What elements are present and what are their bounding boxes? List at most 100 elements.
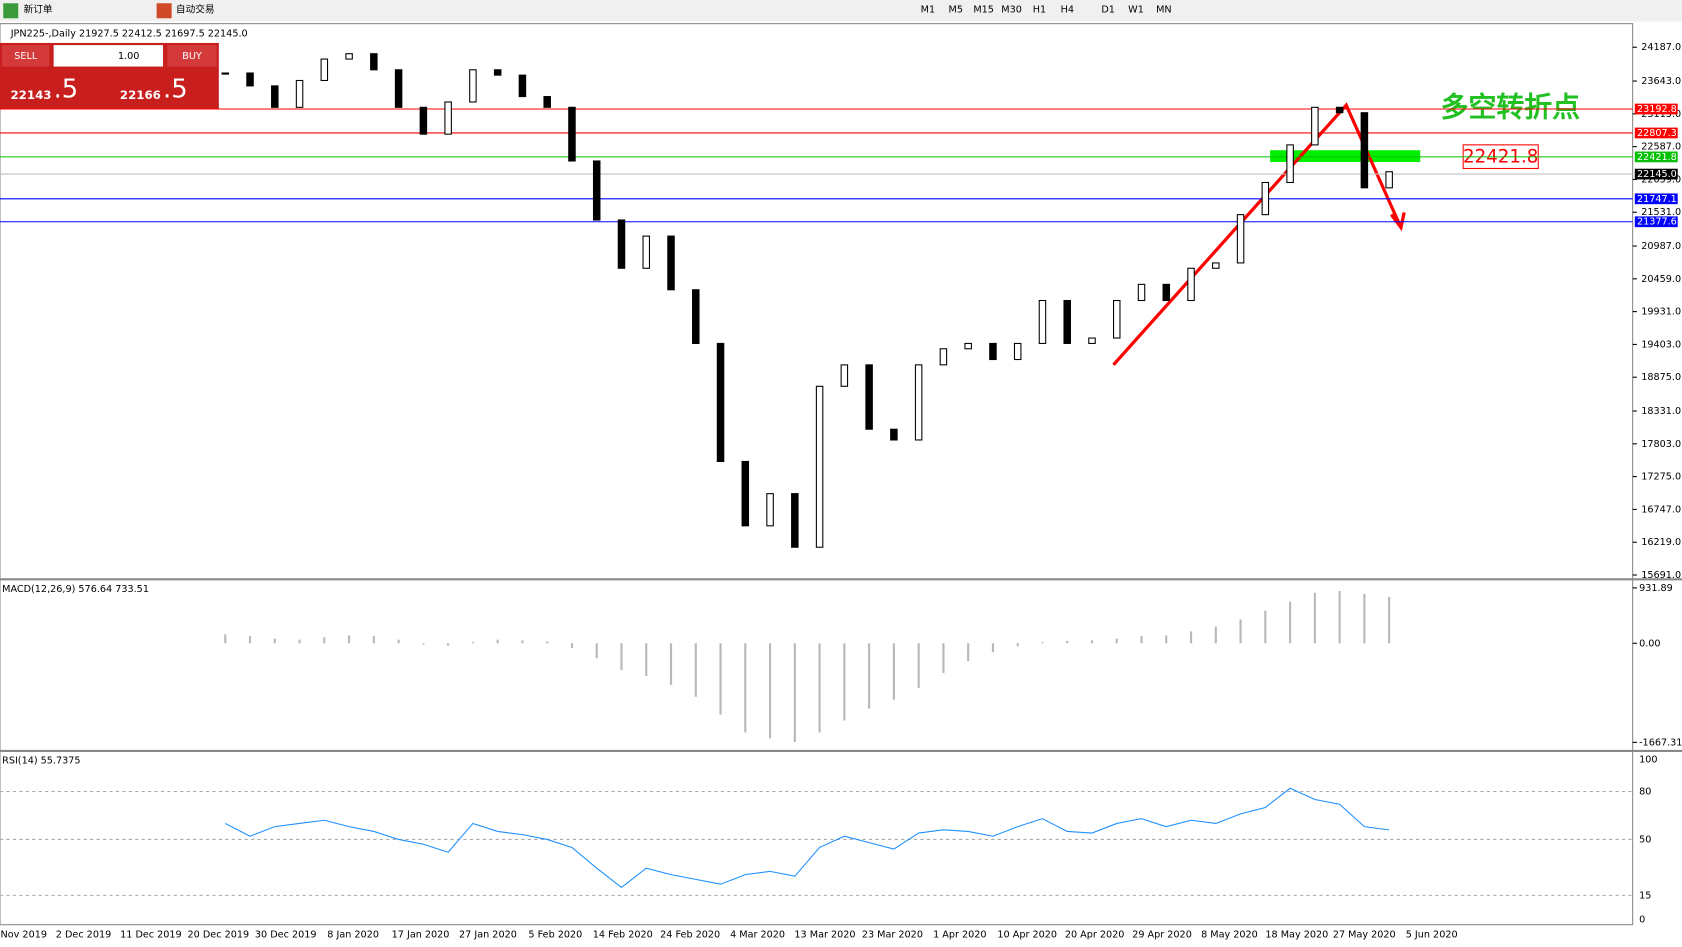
macd-bar [917,643,920,688]
timeframe[interactable]: H4 [1061,5,1074,16]
level-label: 21377.6 [1637,217,1677,228]
macd-bar [669,643,673,685]
y-tick-label: 18331.0 [1641,406,1681,417]
buy-price-fraction[interactable]: .5 [163,75,188,105]
macd-bar [719,643,722,715]
y-tick-label: 24187.0 [1641,42,1681,53]
sell-price[interactable]: 22143 [10,88,51,102]
candle [493,69,502,76]
candle [964,342,972,350]
candle [370,53,378,71]
x-tick-label: 23 Mar 2020 [862,929,923,940]
timeframe[interactable]: W1 [1128,5,1144,16]
x-tick-label: 10 Apr 2020 [997,929,1057,940]
sell-price-fraction[interactable]: .5 [54,75,79,105]
macd-bar [1189,631,1193,644]
arrow-head [1390,212,1406,232]
buy-label[interactable]: BUY [182,51,202,62]
macd-bar [1041,642,1044,644]
macd-tick-label: 931.89 [1639,583,1673,594]
candle [667,235,675,291]
y-tick-label: 18875.0 [1641,372,1681,383]
y-tick-label: 19931.0 [1641,307,1681,318]
timeframe[interactable]: M1 [921,5,935,16]
buy-button[interactable] [167,45,217,67]
timeframe[interactable]: M30 [1001,5,1022,16]
macd-bar [323,637,326,644]
candle [692,289,700,344]
macd-bar [1264,610,1267,644]
toolbar [0,0,1682,22]
candle [1013,342,1022,361]
candle [1137,283,1146,302]
macd-bar [273,638,276,644]
buy-price[interactable]: 22166 [120,88,161,102]
timeframe[interactable]: M15 [973,5,994,16]
macd-bar [372,636,375,644]
macd-bar [570,643,574,649]
new-order[interactable]: 新订单 [24,4,53,16]
level-box [1634,216,1678,228]
candle [939,348,948,366]
macd-bar [496,639,499,644]
candle [1335,106,1344,114]
auto-trade[interactable]: 自动交易 [176,4,215,16]
macd-bar [1016,643,1019,647]
macd-bar [1115,638,1118,644]
macd-bar [1090,640,1094,644]
level-box [1634,127,1678,139]
rsi-tick-label: 100 [1639,755,1657,766]
x-tick-label: 8 May 2020 [1201,929,1258,940]
macd-bar [818,643,821,733]
candle [791,493,799,548]
macd-bar [868,643,871,709]
macd-bar [645,643,648,676]
macd-bar [620,643,623,671]
macd-bar [942,643,945,673]
sell-button[interactable] [2,45,50,67]
y-tick-label: 22587.0 [1641,142,1681,153]
x-tick-label: 2 Dec 2019 [56,929,111,940]
macd-bar [1289,601,1292,644]
macd-tick-label: 0.00 [1639,638,1660,649]
timeframe[interactable]: D1 [1101,5,1115,16]
x-tick-label: 27 Jan 2020 [459,929,517,940]
x-tick-label: 8 Jan 2020 [327,929,379,940]
lot-value[interactable]: 1.00 [118,51,139,62]
macd-bar [348,635,351,644]
auto-trade-icon[interactable] [156,3,172,19]
y-tick-label: 16219.0 [1641,537,1681,548]
timeframe[interactable]: M5 [949,5,963,16]
candle [1162,283,1171,302]
macd-bar [1140,636,1143,644]
new-order-icon[interactable] [3,3,19,19]
candle [1311,106,1319,146]
lot-input[interactable] [53,45,164,67]
candle [345,53,353,60]
y-tick-label: 20987.0 [1641,241,1681,252]
macd-bar [694,643,697,697]
candle [1212,262,1220,269]
timeframe[interactable]: H1 [1033,5,1046,16]
x-tick-label: 17 Jan 2020 [392,929,450,940]
candle [914,364,923,441]
macd-bar [991,643,995,653]
x-tick-label: 27 May 2020 [1333,929,1396,940]
rsi-tick-label: 0 [1639,914,1645,925]
x-tick-label: 20 Apr 2020 [1065,929,1125,940]
macd-label: MACD(12,26,9) 576.64 733.51 [2,584,149,595]
macd-bar [422,643,425,645]
macd-bar [892,643,895,700]
y-tick-label: 21531.0 [1641,207,1681,218]
timeframe[interactable]: MN [1156,5,1172,16]
level-label: 23192.8 [1637,104,1677,115]
macd-bar [248,636,252,644]
candle [419,106,428,135]
x-tick-label: 24 Feb 2020 [660,929,720,940]
level-box [1634,193,1678,205]
sell-label[interactable]: SELL [14,51,38,62]
x-tick-label: 5 Feb 2020 [528,929,582,940]
macd-bar [768,643,772,739]
macd-bar [1388,596,1391,644]
